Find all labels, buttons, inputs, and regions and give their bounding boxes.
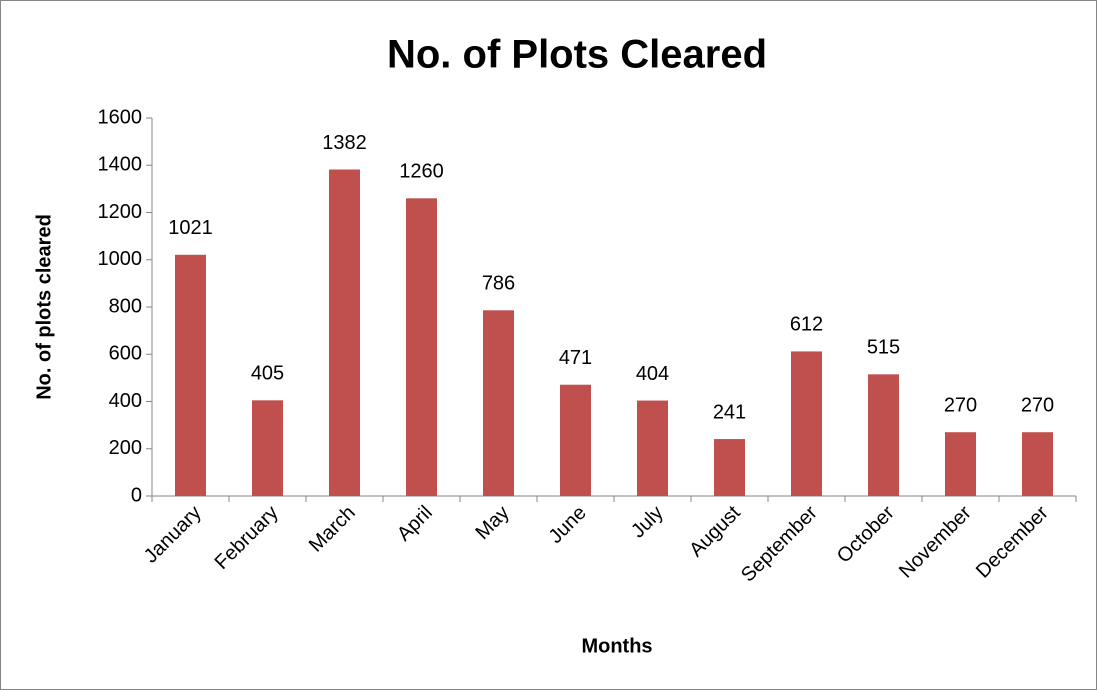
data-label: 515 bbox=[867, 337, 900, 359]
bar bbox=[483, 310, 514, 496]
data-label: 1260 bbox=[399, 161, 444, 183]
bar bbox=[175, 254, 206, 496]
y-tick-label: 800 bbox=[109, 295, 142, 317]
bar bbox=[252, 400, 283, 496]
bar bbox=[714, 439, 745, 496]
y-tick-label: 1200 bbox=[98, 201, 143, 223]
data-label: 1382 bbox=[322, 132, 367, 154]
y-tick-label: 400 bbox=[109, 390, 142, 412]
y-tick-label: 1600 bbox=[98, 106, 143, 128]
bar bbox=[560, 384, 591, 496]
bar bbox=[1022, 432, 1053, 496]
chart-title: No. of Plots Cleared bbox=[387, 33, 767, 77]
data-label: 471 bbox=[559, 347, 592, 369]
y-tick-label: 0 bbox=[131, 484, 142, 506]
data-label: 1021 bbox=[168, 217, 213, 239]
y-tick-label: 1000 bbox=[98, 248, 143, 270]
y-axis-title: No. of plots cleared bbox=[33, 214, 55, 400]
y-tick-label: 200 bbox=[109, 437, 142, 459]
y-tick-label: 600 bbox=[109, 343, 142, 365]
bar bbox=[791, 351, 822, 496]
data-label: 405 bbox=[251, 363, 284, 385]
y-tick-label: 1400 bbox=[98, 154, 143, 176]
data-label: 612 bbox=[790, 314, 823, 336]
bar bbox=[868, 374, 899, 496]
bar bbox=[329, 169, 360, 496]
x-axis-title: Months bbox=[581, 635, 652, 657]
data-label: 404 bbox=[636, 363, 669, 385]
bar bbox=[637, 400, 668, 496]
bar bbox=[945, 432, 976, 496]
data-label: 270 bbox=[1021, 394, 1054, 416]
data-label: 241 bbox=[713, 401, 746, 423]
bar bbox=[406, 198, 437, 496]
data-label: 786 bbox=[482, 273, 515, 295]
data-label: 270 bbox=[944, 394, 977, 416]
